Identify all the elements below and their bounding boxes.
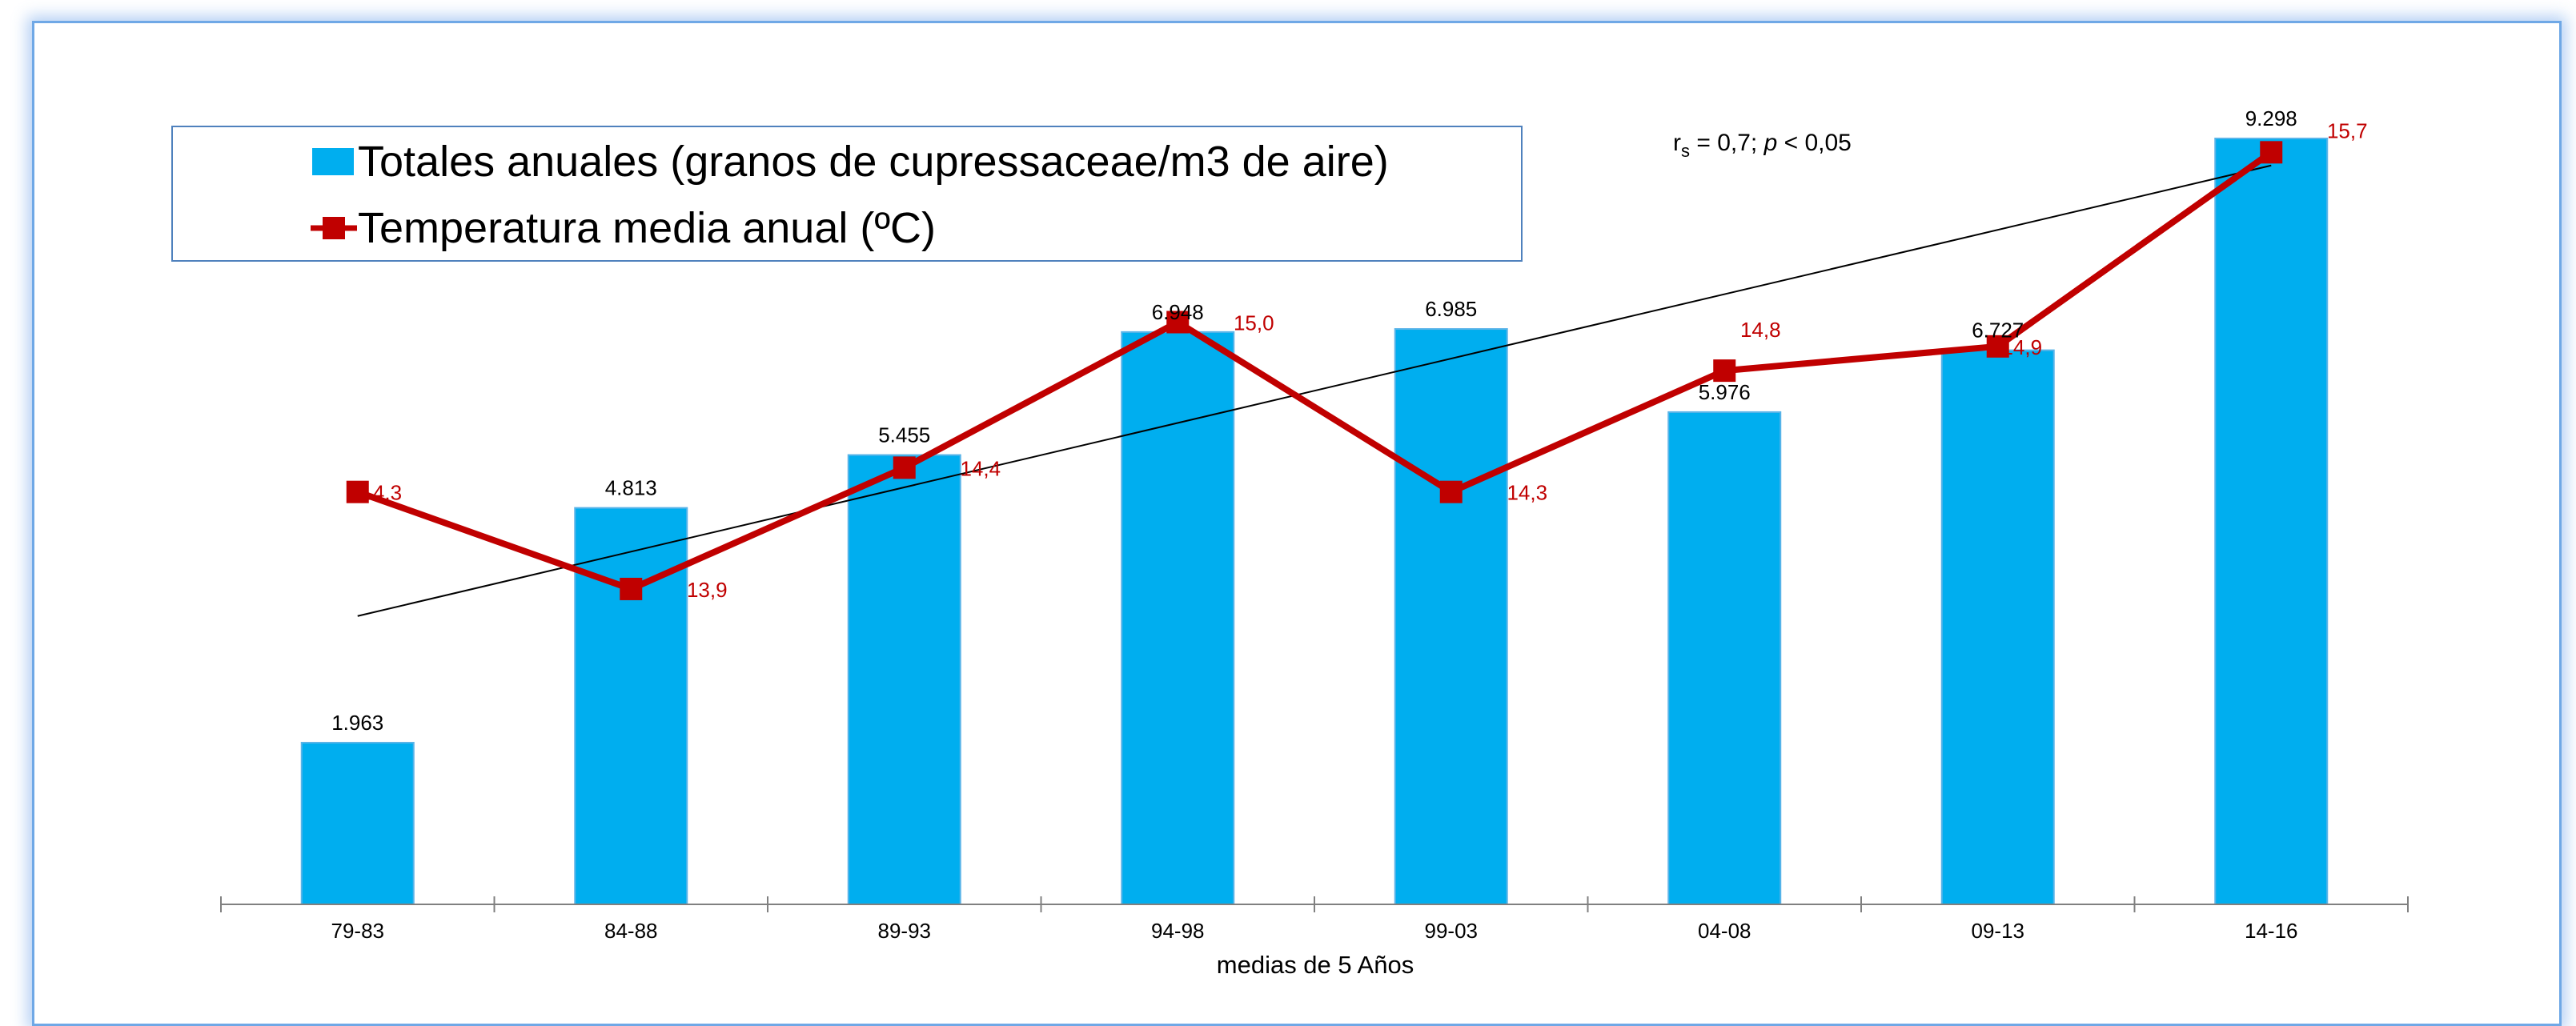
bar-04-08	[1667, 411, 1782, 905]
bar-89-93	[847, 454, 961, 905]
bar-value-label-84-88: 4.813	[605, 476, 657, 500]
bar-value-label-99-03: 6.985	[1425, 297, 1477, 321]
x-tick-label-84-88: 84-88	[604, 919, 658, 943]
bar-value-label-04-08: 5.976	[1699, 380, 1751, 404]
temperature-line	[356, 150, 2273, 592]
temperature-label-89-93: 14,4	[960, 456, 1001, 480]
correlation-annotation: rs = 0,7; p < 0,05	[1673, 130, 1852, 161]
temperature-marker-94-98	[1166, 311, 1190, 334]
temperature-line-layer	[346, 141, 2283, 600]
x-axis-title: medias de 5 Años	[1217, 951, 1414, 979]
bar-99-03	[1394, 328, 1508, 905]
temperature-label-94-98: 15,0	[1234, 311, 1274, 335]
trendline	[357, 164, 2272, 617]
x-tick-label-89-93: 89-93	[878, 919, 932, 943]
bar-09-13	[1940, 349, 2055, 905]
x-tick-label-99-03: 99-03	[1425, 919, 1479, 943]
temperature-label-84-88: 13,9	[687, 578, 728, 602]
bar-value-label-94-98: 6.948	[1152, 300, 1204, 324]
bar-value-label-79-83: 1.963	[331, 711, 383, 735]
correlation-subscript: s	[1681, 141, 1690, 161]
temperature-label-04-08: 14,8	[1740, 318, 1781, 342]
legend-box	[171, 126, 1523, 262]
legend: Totales anuales (granos de cupressaceae/…	[171, 126, 1523, 262]
temperature-label-99-03: 14,3	[1507, 481, 1547, 505]
temperature-label-79-83: 14,3	[361, 481, 402, 505]
temperature-marker-04-08	[1713, 359, 1736, 383]
legend-entry-bars: Totales anuales (granos de cupressaceae/…	[358, 138, 1389, 186]
bar-79-83	[300, 741, 415, 905]
labels-layer: 1.963 4.813 5.455 6.948 6.985 5.976 6.727 9.298…	[331, 106, 2367, 735]
temperature-label-14-16: 15,7	[2327, 118, 2368, 142]
x-axis: 79-83 84-88 89-93 94-98 99-03 04-08 09-13 14-16	[220, 896, 2409, 943]
x-tick-label-79-83: 79-83	[331, 919, 385, 943]
trendline-layer	[357, 164, 2272, 617]
temperature-marker-84-88	[620, 577, 643, 600]
temperature-marker-79-83	[346, 480, 369, 503]
temperature-marker-89-93	[893, 456, 916, 479]
correlation-middle: = 0,7;	[1690, 130, 1764, 156]
correlation-p: p	[1763, 130, 1778, 156]
bar-14-16	[2214, 138, 2329, 905]
correlation-suffix: < 0,05	[1777, 130, 1852, 156]
correlation-r: r	[1673, 130, 1681, 156]
temperature-marker-14-16	[2260, 141, 2283, 164]
x-tick-label-09-13: 09-13	[1972, 919, 2025, 943]
legend-bar-swatch	[312, 148, 354, 175]
x-tick-label-94-98: 94-98	[1151, 919, 1205, 943]
bars-layer	[300, 138, 2329, 906]
x-tick-label-04-08: 04-08	[1698, 919, 1751, 943]
bar-value-label-09-13: 6.727	[1972, 319, 2024, 343]
legend-marker-swatch	[323, 217, 345, 239]
bar-84-88	[574, 507, 688, 905]
temperature-marker-09-13	[1986, 335, 2009, 358]
bar-value-label-14-16: 9.298	[2245, 106, 2297, 130]
temperature-label-09-13: 14,9	[2001, 335, 2042, 359]
bar-value-label-89-93: 5.455	[878, 423, 930, 447]
temperature-marker-99-03	[1439, 480, 1463, 503]
legend-entry-line: Temperatura media anual (ºC)	[358, 204, 936, 252]
bar-94-98	[1121, 331, 1235, 906]
x-tick-label-14-16: 14-16	[2245, 919, 2298, 943]
